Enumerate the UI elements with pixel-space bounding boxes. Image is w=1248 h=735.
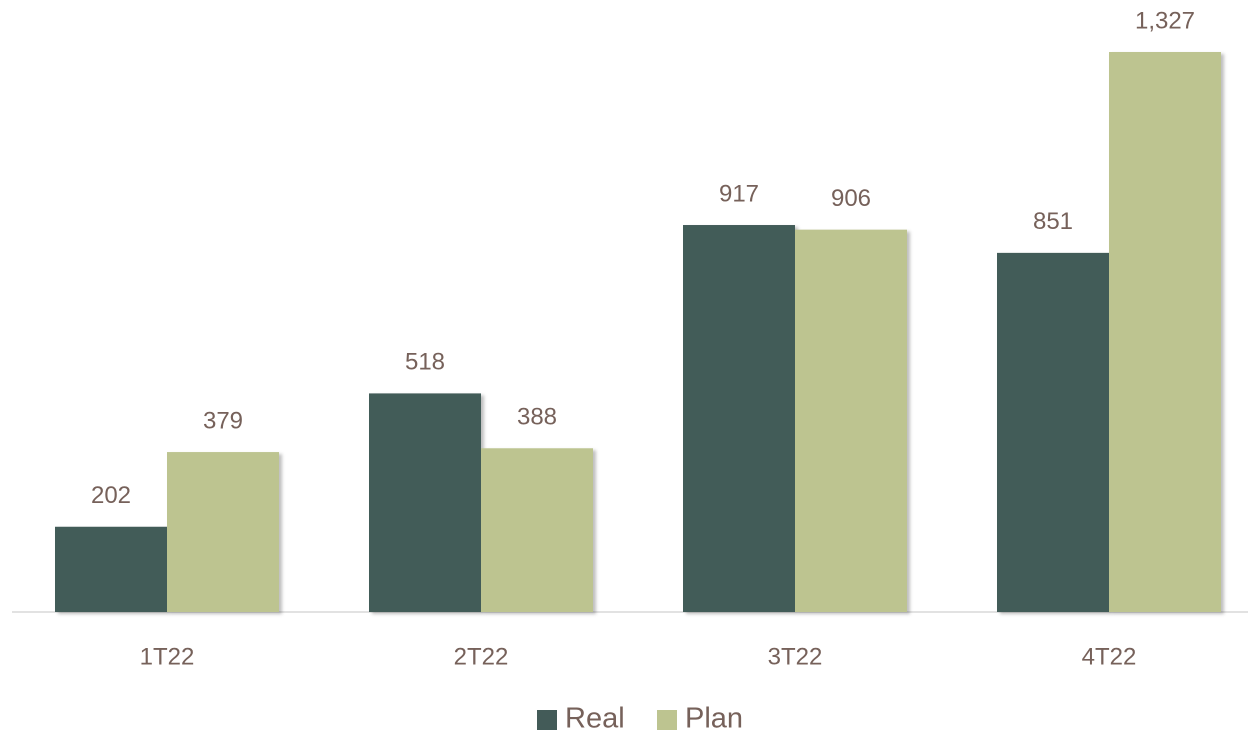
data-label: 906 [831, 185, 871, 212]
bar [55, 526, 167, 612]
bar [481, 448, 593, 612]
data-label: 202 [91, 482, 131, 509]
bar [997, 252, 1109, 612]
legend-swatch [537, 710, 557, 730]
x-tick-label: 1T22 [140, 643, 195, 670]
legend-label: Plan [685, 703, 743, 735]
data-label: 917 [719, 180, 759, 207]
x-tick-label: 4T22 [1082, 643, 1137, 670]
bar [795, 229, 907, 612]
data-label: 379 [203, 407, 243, 434]
x-tick-label: 3T22 [768, 643, 823, 670]
legend-label: Real [565, 703, 625, 735]
bar [369, 393, 481, 612]
bar [683, 225, 795, 612]
data-label: 1,327 [1135, 7, 1195, 34]
data-label: 518 [405, 349, 445, 376]
x-tick-label: 2T22 [454, 643, 509, 670]
bar [1109, 52, 1221, 612]
data-label: 851 [1033, 208, 1073, 235]
legend-swatch [657, 710, 677, 730]
bar [167, 452, 279, 612]
data-label: 388 [517, 404, 557, 431]
